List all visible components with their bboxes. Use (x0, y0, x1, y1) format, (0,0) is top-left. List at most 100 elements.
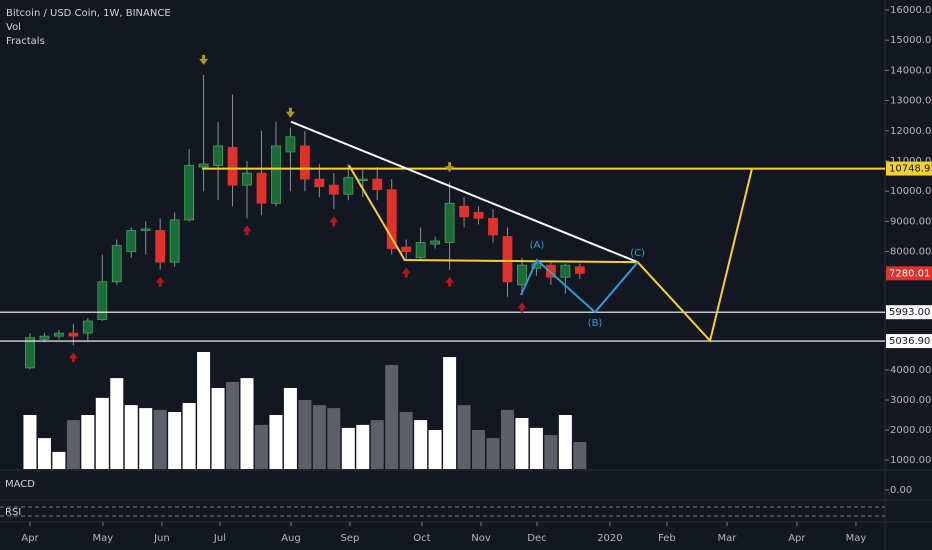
candle-body (53, 332, 64, 337)
candle-body (517, 264, 527, 286)
y-tick-label: 2000.00 (890, 425, 931, 436)
volume-bar (500, 409, 514, 469)
volume-bar (356, 424, 370, 469)
volume-bar (414, 420, 428, 469)
x-tick-label: Dec (527, 533, 546, 544)
x-tick-label: Mar (718, 533, 738, 544)
volume-bar (544, 435, 558, 469)
x-tick-label: Apr (788, 533, 806, 544)
chart-title: Bitcoin / USD Coin, 1W, BINANCE (6, 8, 171, 19)
fractal-up (199, 54, 209, 65)
price-label-bg (886, 334, 932, 349)
candle-body (271, 145, 281, 204)
fractal-down (68, 352, 78, 363)
volume-bar (153, 409, 167, 469)
y-tick-label: 11000.00 (890, 156, 932, 167)
volume-bar (52, 451, 66, 469)
volume-bar (327, 408, 341, 469)
candle-body (184, 165, 195, 221)
x-tick-label: Oct (413, 533, 430, 544)
y-tick-label: 16000.00 (890, 5, 932, 16)
wave-label: (A) (530, 240, 545, 251)
volume-bar (457, 405, 471, 469)
volume-bar (399, 412, 413, 469)
panel-label: RSI (5, 507, 21, 518)
candle-body (256, 172, 267, 204)
indicator-label: Vol (6, 22, 21, 33)
x-tick-label: Jun (153, 533, 170, 544)
y-tick-label: 12000.00 (890, 126, 932, 137)
drawing-line (520, 258, 639, 314)
price-label: 5993.00 (889, 307, 930, 318)
y-tick-label: 14000.00 (890, 65, 932, 76)
candle-body (299, 145, 310, 180)
indicator-label: Fractals (6, 36, 45, 47)
candle-body (343, 177, 354, 195)
x-tick-label: Apr (21, 533, 39, 544)
price-label-bg (886, 161, 932, 176)
fractal-up (445, 162, 455, 173)
volume-bar (23, 415, 37, 469)
drawing-line (290, 120, 639, 264)
fractal-up (285, 107, 295, 118)
volume-bar (558, 415, 572, 469)
fractal-down (242, 225, 252, 236)
volume-bar (341, 427, 355, 469)
candle-body (415, 242, 426, 259)
y-tick-label: 4000.00 (890, 365, 931, 376)
volume-bar (486, 438, 500, 469)
volume-bar (428, 430, 442, 469)
price-label: 5036.90 (889, 336, 930, 347)
panel-label: MACD (5, 479, 35, 490)
volume-bar (81, 415, 95, 469)
volume-bar (124, 405, 138, 469)
volume-bar (182, 403, 196, 469)
y-tick-label: 8000.00 (890, 247, 931, 258)
candle-body (328, 184, 339, 195)
volume-bar (370, 420, 384, 469)
candle-body (126, 230, 137, 252)
candle-body (227, 147, 238, 186)
candle-body (430, 240, 441, 245)
volume-bar (298, 400, 312, 469)
candle-body (444, 202, 455, 243)
volume-bar (240, 378, 254, 469)
candle-body (169, 219, 180, 263)
x-tick-label: Sep (340, 533, 359, 544)
volume-bar (66, 420, 80, 469)
x-tick-label: Jul (213, 533, 226, 544)
x-tick-label: 2020 (597, 533, 622, 544)
x-tick-label: Feb (658, 533, 676, 544)
price-label-bg (886, 305, 932, 320)
volume-bar (37, 438, 51, 469)
candle-body (386, 189, 397, 249)
x-tick-label: May (93, 533, 114, 544)
candle-body (488, 217, 498, 236)
x-tick-label: May (846, 533, 867, 544)
candle-body (560, 264, 571, 278)
volume-bar (283, 388, 297, 469)
volume-bar (385, 364, 399, 469)
volume-bar (110, 378, 124, 469)
price-label: 7280.01 (889, 268, 930, 279)
volume-bar (472, 430, 486, 469)
candle-body (531, 263, 542, 269)
fractal-down (401, 267, 411, 278)
candle-body (314, 178, 325, 188)
y-tick-label: 9000.00 (890, 216, 931, 227)
volume-bar (529, 427, 543, 469)
candle-body (401, 246, 412, 252)
volume-bar (269, 415, 283, 469)
candle-body (459, 205, 469, 218)
candle-body (25, 337, 35, 369)
candle-body (574, 266, 585, 274)
y-tick-label: 1000.00 (890, 455, 931, 466)
candle-body (242, 172, 252, 186)
volume-bar (211, 388, 225, 469)
wave-label: (C) (630, 248, 645, 259)
price-label: 10748.93 (889, 164, 932, 175)
volume-bar (573, 442, 587, 469)
candle-body (155, 230, 166, 263)
y-tick-label: 3000.00 (890, 395, 931, 406)
